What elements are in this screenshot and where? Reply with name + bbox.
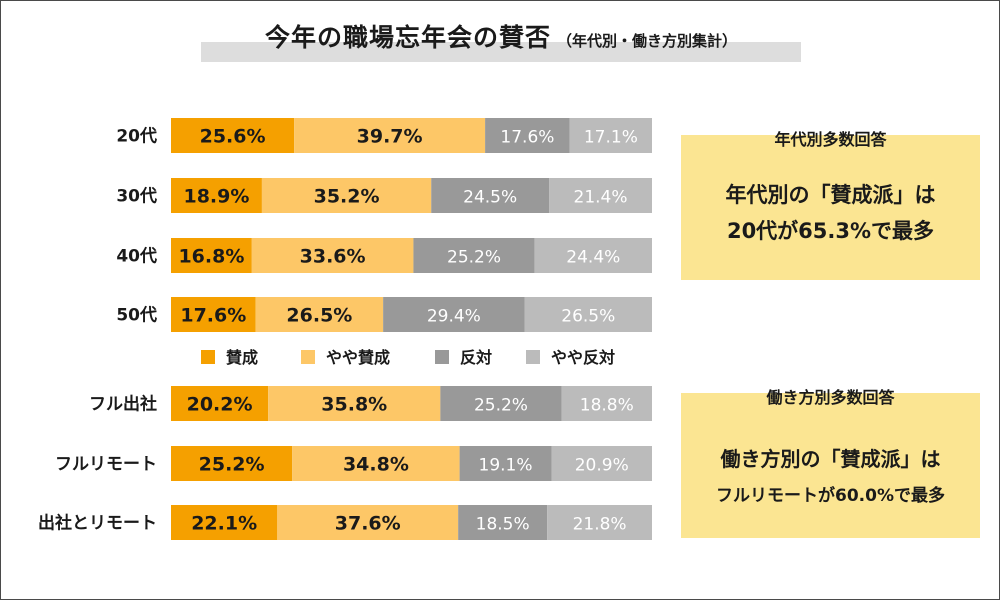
data-label: 18.8% bbox=[580, 396, 634, 416]
row-label: フル出社 bbox=[89, 394, 157, 415]
data-label: 35.8% bbox=[321, 394, 387, 416]
data-label: 37.6% bbox=[335, 513, 401, 535]
legend-label-disagree: 反対 bbox=[460, 348, 492, 367]
data-label: 17.6% bbox=[500, 128, 554, 148]
bar-segment-disagree bbox=[431, 178, 550, 213]
row-label: 20代 bbox=[116, 126, 157, 147]
data-label: 26.5% bbox=[561, 307, 615, 327]
bar-segment-agree bbox=[171, 446, 293, 481]
bar-segment-somewhat-agree bbox=[261, 178, 432, 213]
data-label: 25.6% bbox=[200, 126, 266, 148]
legend-swatch-somewhat-disagree bbox=[526, 350, 540, 364]
data-label: 21.8% bbox=[573, 515, 627, 535]
data-label: 29.4% bbox=[427, 307, 481, 327]
bar-segment-agree bbox=[171, 505, 278, 540]
data-label: 18.9% bbox=[183, 186, 249, 208]
legend-label-somewhat-disagree: やや反対 bbox=[551, 348, 615, 367]
title-underline-band bbox=[201, 42, 801, 62]
legend-swatch-disagree bbox=[435, 350, 449, 364]
note-age-heading: 年代別多数回答 bbox=[774, 130, 887, 149]
bar-segment-disagree bbox=[458, 505, 548, 540]
data-label: 25.2% bbox=[447, 248, 501, 268]
bar-segment-somewhat-disagree bbox=[569, 118, 652, 153]
legend-label-agree: 賛成 bbox=[226, 348, 258, 367]
chart-title-main: 今年の職場忘年会の賛否 bbox=[264, 23, 551, 52]
note-work-style-line2: フルリモートが60.0%で最多 bbox=[716, 486, 945, 506]
data-label: 25.2% bbox=[474, 396, 528, 416]
bar-segment-somewhat-disagree bbox=[534, 238, 652, 273]
bar-segment-somewhat-disagree bbox=[561, 386, 652, 421]
data-label: 20.2% bbox=[187, 394, 253, 416]
note-work-style-line1: 働き方別の「賛成派」は bbox=[720, 447, 941, 471]
data-label: 22.1% bbox=[191, 513, 257, 535]
data-label: 16.8% bbox=[178, 246, 244, 268]
bar-segment-agree bbox=[171, 118, 295, 153]
data-label: 24.5% bbox=[463, 188, 517, 208]
note-work-style-heading: 働き方別多数回答 bbox=[766, 388, 895, 407]
bar-segment-somewhat-agree bbox=[251, 238, 414, 273]
legend-label-somewhat-agree: やや賛成 bbox=[326, 348, 390, 367]
bar-segment-disagree bbox=[413, 238, 535, 273]
data-label: 19.1% bbox=[479, 456, 533, 476]
data-label: 18.5% bbox=[476, 515, 530, 535]
bar-segment-agree bbox=[171, 178, 262, 213]
bar-segment-somewhat-agree bbox=[294, 118, 486, 153]
bar-segment-disagree bbox=[383, 297, 525, 332]
note-age-line1: 年代別の「賛成派」は bbox=[725, 183, 936, 207]
data-label: 17.1% bbox=[584, 128, 638, 148]
data-label: 39.7% bbox=[357, 126, 423, 148]
bar-segment-agree bbox=[171, 386, 269, 421]
bar-segment-somewhat-disagree bbox=[547, 505, 652, 540]
bar-segment-somewhat-agree bbox=[268, 386, 441, 421]
bar-segment-agree bbox=[171, 238, 252, 273]
chart-title: 今年の職場忘年会の賛否 （年代別・働き方別集計） bbox=[1, 18, 1000, 54]
bar-segment-somewhat-disagree bbox=[551, 446, 652, 481]
bar-segment-somewhat-agree bbox=[292, 446, 460, 481]
data-label: 25.2% bbox=[199, 454, 265, 476]
legend: 賛成 やや賛成 反対 やや反対 bbox=[201, 348, 615, 367]
data-label: 34.8% bbox=[343, 454, 409, 476]
note-age-line2: 20代が65.3%で最多 bbox=[726, 219, 935, 243]
legend-swatch-somewhat-agree bbox=[301, 350, 315, 364]
row-label: 30代 bbox=[116, 186, 157, 207]
data-label: 26.5% bbox=[286, 305, 352, 327]
data-label: 21.4% bbox=[574, 188, 628, 208]
row-label: 40代 bbox=[116, 246, 157, 267]
bar-segment-somewhat-agree bbox=[255, 297, 384, 332]
row-label: 50代 bbox=[116, 305, 157, 326]
bar-segment-somewhat-agree bbox=[277, 505, 459, 540]
note-box-work-style: 働き方別多数回答 働き方別の「賛成派」は フルリモートが60.0%で最多 bbox=[681, 388, 980, 538]
bar-segment-somewhat-disagree bbox=[549, 178, 652, 213]
legend-swatch-agree bbox=[201, 350, 215, 364]
note-box-age: 年代別多数回答 年代別の「賛成派」は 20代が65.3%で最多 bbox=[681, 130, 980, 280]
chart-title-sub: （年代別・働き方別集計） bbox=[557, 32, 738, 50]
row-label: フルリモート bbox=[55, 455, 157, 475]
data-label: 17.6% bbox=[180, 305, 246, 327]
row-label: 出社とリモート bbox=[38, 513, 157, 534]
bar-area: 20代 25.6% 39.7% 17.6% 17.1% 30代 18.9% 35.2% 24.5… bbox=[38, 118, 652, 540]
data-label: 33.6% bbox=[300, 246, 366, 268]
bar-segment-disagree bbox=[459, 446, 552, 481]
bar-segment-disagree bbox=[440, 386, 562, 421]
data-label: 35.2% bbox=[314, 186, 380, 208]
data-label: 20.9% bbox=[575, 456, 629, 476]
bar-segment-agree bbox=[171, 297, 256, 332]
data-label: 24.4% bbox=[566, 248, 620, 268]
bar-segment-somewhat-disagree bbox=[524, 297, 652, 332]
bar-segment-disagree bbox=[485, 118, 570, 153]
